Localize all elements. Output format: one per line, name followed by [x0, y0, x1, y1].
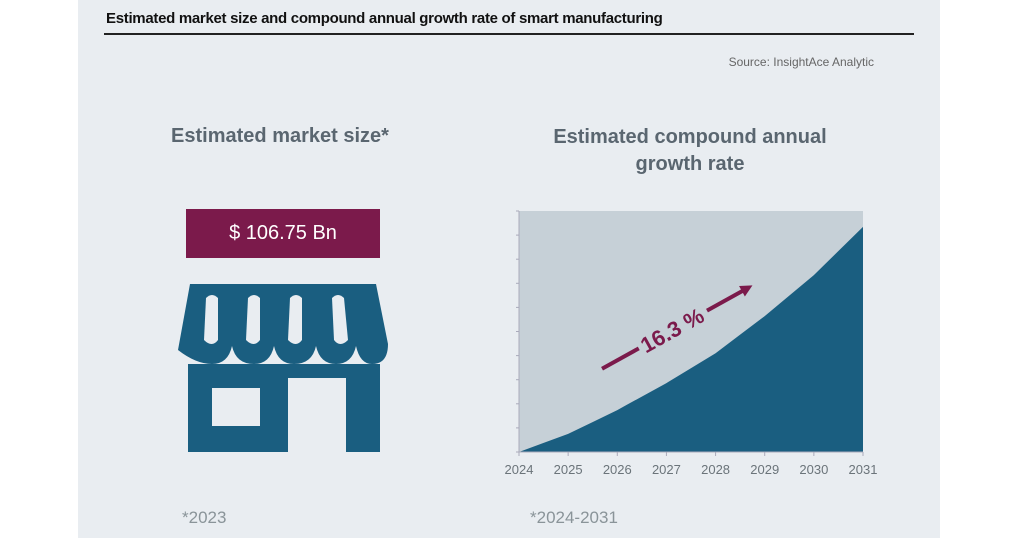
x-tick-label: 2030	[799, 462, 828, 477]
market-size-heading: Estimated market size*	[171, 125, 389, 147]
cagr-heading: Estimated compound annual growth rate	[553, 126, 827, 175]
x-tick-label: 2029	[750, 462, 779, 477]
x-tick-label: 2026	[603, 462, 632, 477]
market-footnote: *2023	[182, 508, 227, 527]
x-tick-label: 2027	[652, 462, 681, 477]
storefront-icon	[178, 284, 388, 454]
source-note: Source: InsightAce Analytic	[728, 55, 874, 69]
x-tick-label: 2025	[554, 462, 583, 477]
x-tick-label: 2024	[505, 462, 534, 477]
x-tick-label: 2031	[849, 462, 878, 477]
title-rule	[104, 33, 914, 35]
growth-area	[519, 226, 863, 452]
arrow-head-icon	[739, 285, 753, 297]
x-tick-label: 2028	[701, 462, 730, 477]
arrow-line	[706, 288, 745, 313]
arrow-tail	[601, 346, 640, 371]
cagr-footnote: *2024-2031	[530, 508, 618, 527]
page-title: Estimated market size and compound annua…	[106, 10, 663, 27]
market-size-value: $ 106.75 Bn	[186, 209, 380, 258]
